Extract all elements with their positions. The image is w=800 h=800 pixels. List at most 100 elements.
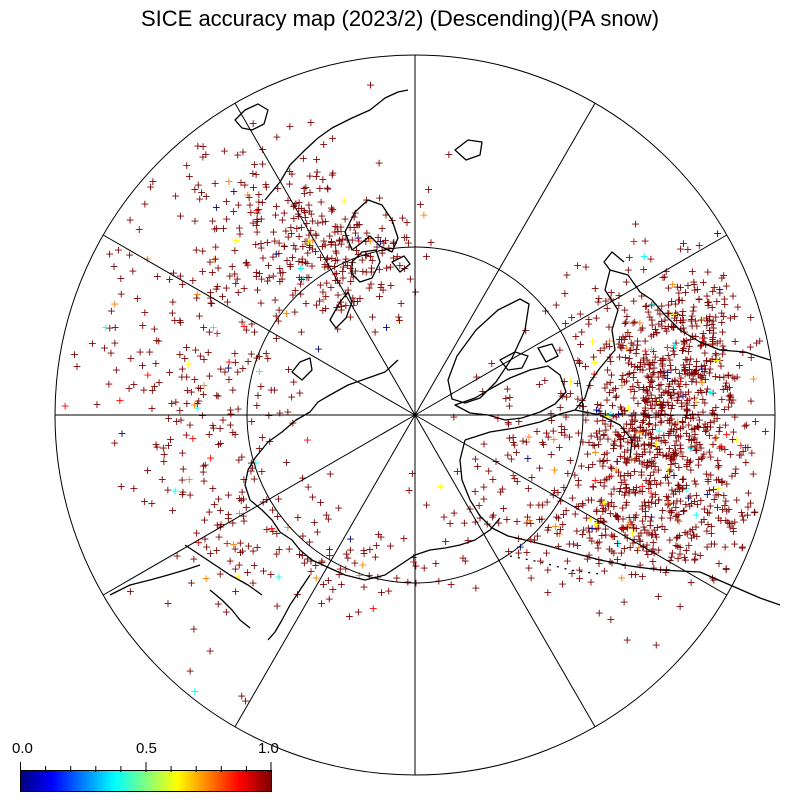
observation-marker: + (654, 590, 663, 603)
observation-marker: + (687, 310, 696, 323)
observation-marker: + (243, 189, 252, 202)
observation-marker: + (237, 450, 246, 463)
observation-marker: + (654, 493, 663, 506)
observation-marker: + (724, 389, 733, 402)
observation-marker: + (630, 431, 639, 444)
observation-marker: + (708, 572, 717, 585)
observation-marker: + (653, 521, 662, 534)
observation-marker: + (615, 351, 624, 364)
observation-marker: + (620, 473, 629, 486)
observation-marker: + (595, 607, 604, 620)
observation-marker: + (657, 405, 666, 418)
arctic-island-coast (499, 351, 529, 371)
observation-marker: + (526, 517, 535, 530)
observation-marker: + (605, 408, 614, 421)
observation-marker: + (647, 388, 656, 401)
observation-marker: + (504, 417, 513, 430)
observation-marker: + (509, 469, 518, 482)
observation-marker: + (461, 555, 470, 568)
observation-marker: + (206, 286, 215, 299)
observation-marker: + (505, 391, 514, 404)
observation-marker: + (211, 240, 220, 253)
observation-marker: + (419, 208, 428, 221)
observation-marker: + (616, 450, 625, 463)
observation-marker: + (475, 511, 484, 524)
observation-marker: + (725, 394, 734, 407)
observation-marker: + (231, 277, 240, 290)
observation-marker: + (237, 485, 246, 498)
observation-marker: + (629, 521, 638, 534)
observation-marker: + (658, 358, 667, 371)
observation-marker: + (182, 429, 191, 442)
observation-marker: + (222, 537, 231, 550)
observation-marker: + (599, 342, 608, 355)
observation-marker: + (693, 498, 702, 511)
observation-marker: + (712, 474, 721, 487)
observation-marker: + (272, 599, 281, 612)
observation-marker: + (703, 296, 712, 309)
observation-marker: + (574, 474, 583, 487)
observation-marker: + (297, 273, 306, 286)
observation-marker: + (692, 376, 701, 389)
observation-marker: + (377, 278, 386, 291)
observation-marker: + (290, 305, 299, 318)
observation-marker: + (690, 392, 699, 405)
observation-marker: + (234, 286, 243, 299)
observation-marker: + (151, 357, 160, 370)
observation-marker: + (656, 399, 665, 412)
observation-marker: + (241, 257, 250, 270)
observation-marker: + (681, 553, 690, 566)
observation-marker: + (738, 445, 747, 458)
observation-marker: + (567, 567, 576, 580)
observation-marker: + (671, 307, 680, 320)
observation-marker: + (176, 269, 185, 282)
observation-marker: + (652, 478, 661, 491)
observation-marker: + (705, 366, 714, 379)
observation-marker: + (620, 542, 629, 555)
map-title: SICE accuracy map (2023/2) (Descending)(… (140, 6, 660, 31)
observation-marker: + (631, 217, 640, 230)
observation-marker: + (606, 355, 615, 368)
observation-marker: + (275, 407, 284, 420)
observation-marker: + (374, 528, 383, 541)
observation-marker: + (331, 220, 340, 233)
observation-marker: + (276, 267, 285, 280)
observation-marker: + (620, 469, 629, 482)
observation-marker: + (705, 429, 714, 442)
observation-marker: + (702, 311, 711, 324)
observation-marker: + (409, 551, 418, 564)
observation-marker: + (202, 190, 211, 203)
observation-marker: + (228, 516, 237, 529)
observation-marker: + (620, 317, 629, 330)
observation-marker: + (167, 397, 176, 410)
observation-marker: + (362, 249, 371, 262)
observation-marker: + (675, 541, 684, 554)
observation-marker: + (638, 499, 647, 512)
observation-marker: + (365, 569, 374, 582)
observation-marker: + (526, 571, 535, 584)
observation-marker: + (623, 436, 632, 449)
observation-marker: + (226, 403, 235, 416)
observation-marker: + (629, 295, 638, 308)
observation-marker: + (635, 426, 644, 439)
observation-marker: + (600, 448, 609, 461)
observation-marker: + (613, 509, 622, 522)
observation-marker: + (641, 428, 650, 441)
observation-marker: + (676, 446, 685, 459)
observation-marker: + (685, 524, 694, 537)
observation-marker: + (339, 260, 348, 273)
observation-marker: + (631, 568, 640, 581)
meridian-line (102, 414, 416, 596)
observation-marker: + (243, 566, 252, 579)
observation-marker: + (703, 265, 712, 278)
observation-marker: + (503, 448, 512, 461)
observation-marker: + (696, 384, 705, 397)
observation-marker: + (339, 195, 348, 208)
observation-marker: + (510, 472, 519, 485)
observation-marker: + (300, 187, 309, 200)
observation-marker: + (237, 494, 246, 507)
observation-marker: + (194, 382, 203, 395)
observation-marker: + (609, 439, 618, 452)
observation-marker: + (694, 459, 703, 472)
observation-marker: + (270, 384, 279, 397)
